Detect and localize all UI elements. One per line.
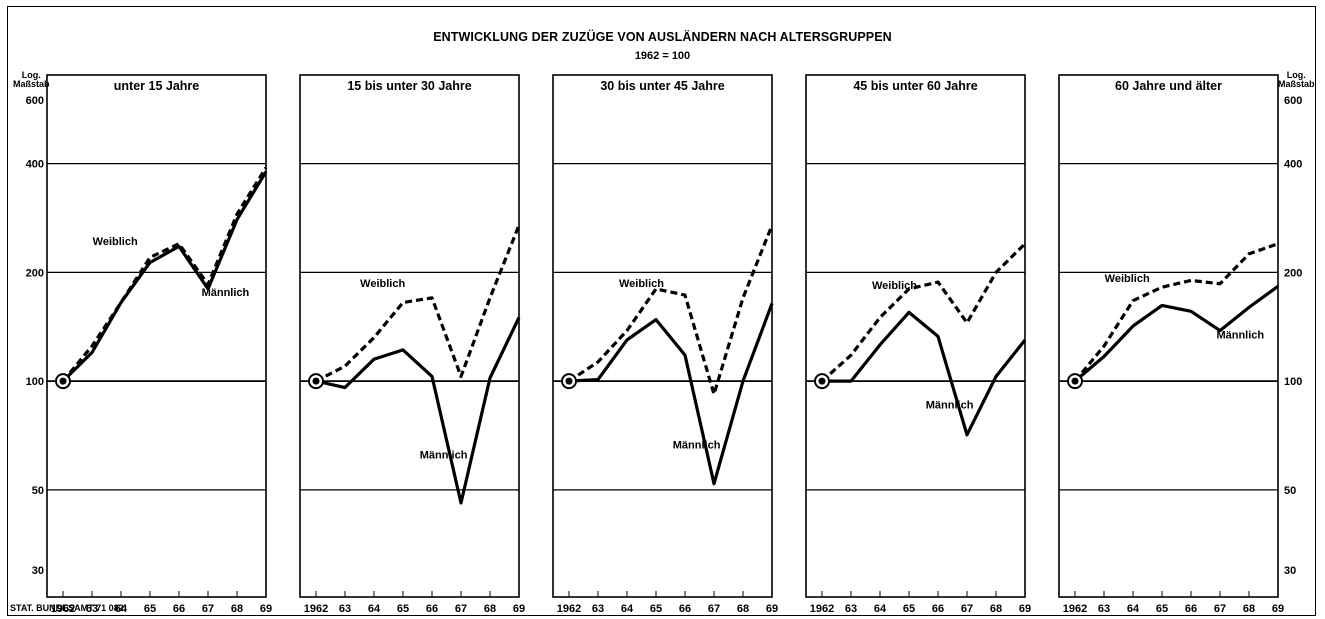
panel-4-series-maennlich (822, 310, 1027, 437)
panel-5-xtick-label-66: 66 (1185, 603, 1197, 615)
panel-2-series-weiblich (315, 224, 521, 383)
source-note: STAT. BUNDESAMT 71 082 (10, 603, 124, 613)
y-tick-left-400: 400 (26, 159, 44, 171)
panel-2-xtick-label-1962: 1962 (304, 603, 328, 615)
panel-3-xtick-label-69: 69 (766, 603, 778, 615)
panel-1-series-maennlich (61, 170, 268, 383)
panel-3-xtick-label-1962: 1962 (557, 603, 581, 615)
panel-2-xtick-label-69: 69 (513, 603, 525, 615)
panel-3-series-label-weiblich: Weiblich (619, 278, 664, 290)
panel-5-series-weiblich (1073, 242, 1279, 383)
panel-5-series-maennlich (1073, 285, 1279, 383)
chart-frame (7, 6, 1316, 616)
panel-2-series-label-maennlich: Männlich (420, 450, 468, 462)
panel-1-base-marker-dot (59, 377, 67, 385)
scale-label-left-line1: Log. (21, 70, 41, 80)
panel-5-frame (1058, 74, 1279, 598)
panel-1-xtick-label-66: 66 (173, 603, 185, 615)
panel-2-title: 15 bis unter 30 Jahre (347, 79, 471, 93)
scale-label-right-line2: Maßstab (1278, 79, 1315, 89)
panel-1-xtick-label-65: 65 (144, 603, 156, 615)
panel-2-xtick-label-66: 66 (426, 603, 438, 615)
panel-3-title: 30 bis unter 45 Jahre (600, 79, 724, 93)
scale-label-left-line2: Maßstab (13, 79, 50, 89)
panel-5-xtick-label-1962: 1962 (1063, 603, 1087, 615)
panel-1-xtick-label-69: 69 (260, 603, 272, 615)
panel-3-base-marker-dot (565, 377, 573, 385)
panel-4-title: 45 bis unter 60 Jahre (853, 79, 977, 93)
scale-label-left: Log. Maßstab (13, 71, 50, 89)
panel-4-xtick-label-64: 64 (874, 603, 887, 615)
panel-5-series-label-weiblich: Weiblich (1105, 273, 1150, 285)
panel-1-frame (46, 74, 267, 598)
panel-4-xtick-label-68: 68 (990, 603, 1002, 615)
panel-4-xtick-label-67: 67 (961, 603, 973, 615)
panel-2-frame (299, 74, 520, 598)
panel-2-series-label-weiblich: Weiblich (360, 278, 405, 290)
panel-1-xtick-label-67: 67 (202, 603, 214, 615)
scale-label-right-line1: Log. (1286, 70, 1306, 80)
panel-2-xtick-label-65: 65 (397, 603, 409, 615)
y-tick-left-600: 600 (26, 95, 44, 107)
panel-5-xtick-label-64: 64 (1127, 603, 1140, 615)
panel-3-xtick-label-65: 65 (650, 603, 662, 615)
panel-3-xtick-label-66: 66 (679, 603, 691, 615)
panel-5-xtick-label-63: 63 (1098, 603, 1110, 615)
panel-2-xtick-label-64: 64 (368, 603, 381, 615)
y-tick-right-30: 30 (1284, 565, 1296, 577)
y-tick-right-100: 100 (1284, 376, 1302, 388)
panel-3-frame (552, 74, 773, 598)
panel-3-series-maennlich (568, 302, 774, 486)
panel-4-series-weiblich (820, 242, 1027, 383)
y-tick-right-400: 400 (1284, 159, 1302, 171)
chart-title: ENTWICKLUNG DER ZUZÜGE VON AUSLÄNDERN NA… (433, 30, 892, 44)
panel-1-series-weiblich (61, 166, 268, 383)
panel-5-xtick-label-65: 65 (1156, 603, 1168, 615)
scale-label-right: Log. Maßstab (1278, 71, 1315, 89)
panel-1-xtick-label-64: 64 (115, 603, 128, 615)
panel-3-xtick-label-68: 68 (737, 603, 749, 615)
panel-3-series-weiblich (568, 224, 774, 396)
panel-1-series-label-weiblich: Weiblich (93, 236, 138, 248)
panel-5-xtick-label-67: 67 (1214, 603, 1226, 615)
panel-4-xtick-label-69: 69 (1019, 603, 1031, 615)
panel-2-xtick-label-67: 67 (455, 603, 467, 615)
panel-5-xtick-label-69: 69 (1272, 603, 1284, 615)
panel-3-xtick-label-64: 64 (621, 603, 634, 615)
y-tick-right-200: 200 (1284, 267, 1302, 279)
panel-4-series-label-weiblich: Weiblich (872, 280, 917, 292)
panel-5-base-marker-dot (1071, 377, 1079, 385)
panel-5-xtick-label-68: 68 (1243, 603, 1255, 615)
panel-3-xtick-label-67: 67 (708, 603, 720, 615)
y-tick-left-200: 200 (26, 267, 44, 279)
panel-2-series-maennlich (315, 316, 521, 505)
y-tick-left-50: 50 (32, 485, 44, 497)
panel-2-xtick-label-68: 68 (484, 603, 496, 615)
y-tick-left-30: 30 (32, 565, 44, 577)
y-tick-right-600: 600 (1284, 95, 1302, 107)
panel-4-xtick-label-1962: 1962 (810, 603, 834, 615)
panel-1-xtick-label-1962: 1962 (51, 603, 75, 615)
panel-1-series-label-maennlich: Männlich (202, 287, 250, 299)
chart-subtitle: 1962 = 100 (634, 50, 691, 62)
panel-1-title: unter 15 Jahre (114, 79, 200, 93)
panel-2-base-marker-dot (312, 377, 320, 385)
panel-5-series-label-maennlich: Männlich (1216, 330, 1264, 342)
panel-5-title: 60 Jahre und älter (1115, 79, 1222, 93)
y-tick-right-50: 50 (1284, 485, 1296, 497)
panel-4-xtick-label-66: 66 (932, 603, 944, 615)
panel-4-frame (805, 74, 1026, 598)
panel-1-xtick-label-68: 68 (231, 603, 243, 615)
panel-3-xtick-label-63: 63 (592, 603, 604, 615)
panel-3-series-label-maennlich: Männlich (673, 440, 721, 452)
panel-4-base-marker-dot (818, 377, 826, 385)
panel-1-xtick-label-63: 63 (86, 603, 98, 615)
panel-4-xtick-label-63: 63 (845, 603, 857, 615)
y-tick-left-100: 100 (26, 376, 44, 388)
panel-4-series-label-maennlich: Männlich (926, 399, 974, 411)
panel-2-xtick-label-63: 63 (339, 603, 351, 615)
panel-4-xtick-label-65: 65 (903, 603, 915, 615)
